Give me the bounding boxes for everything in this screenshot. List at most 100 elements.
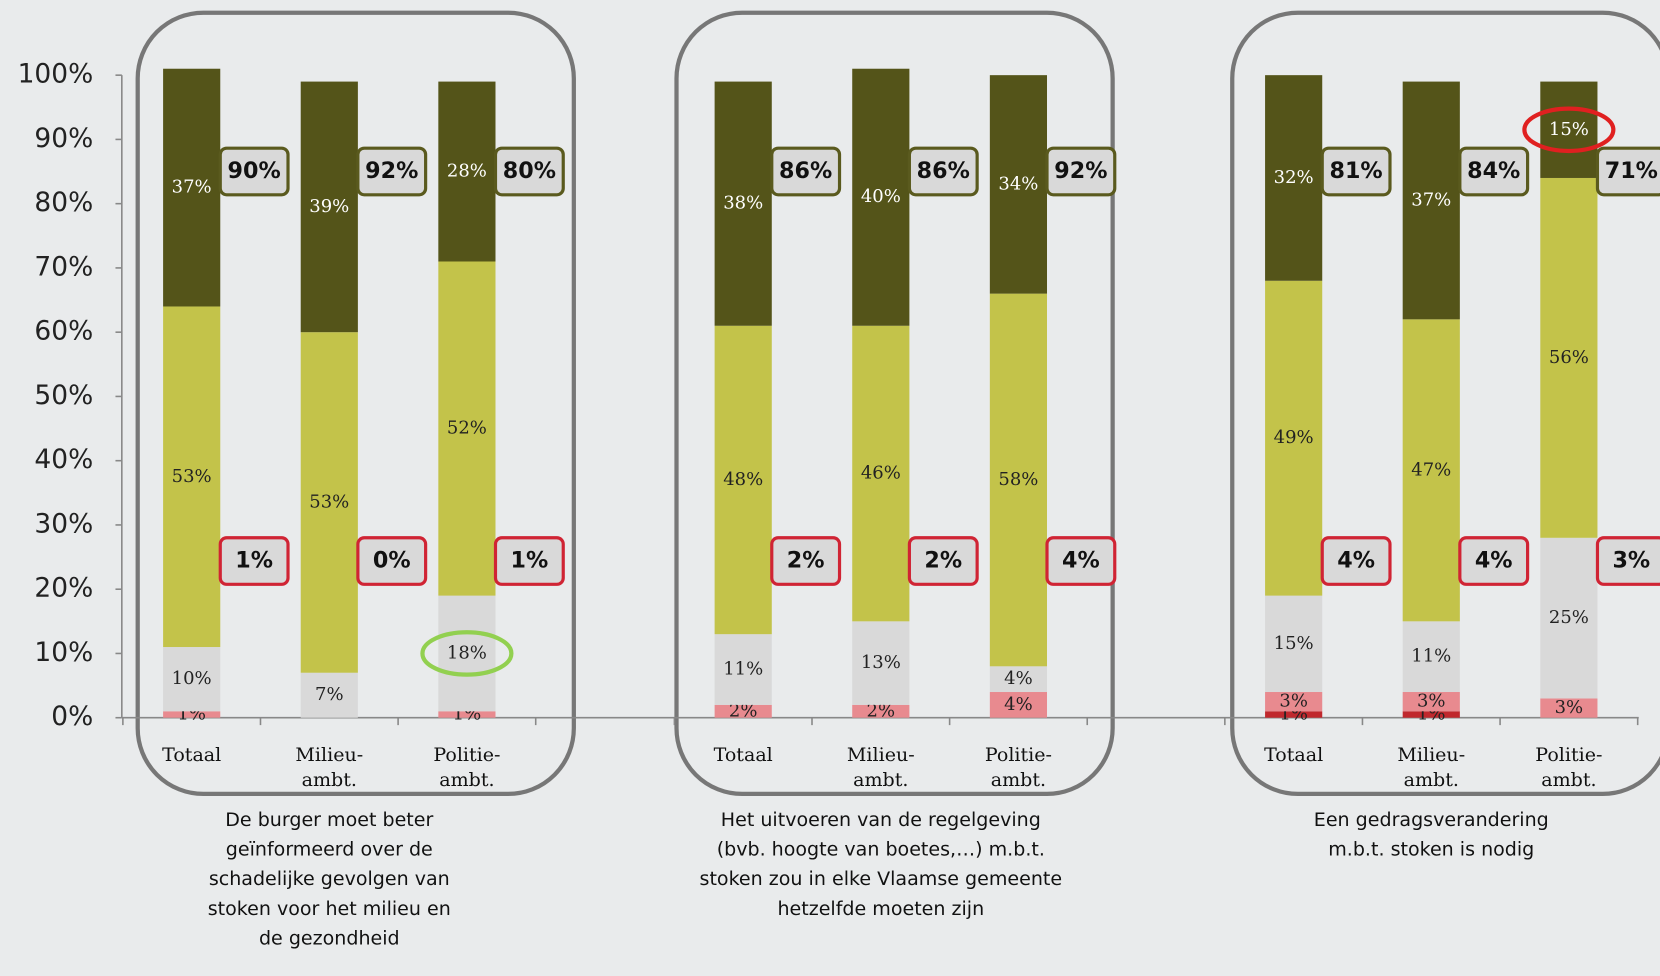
caption: stoken zou in elke Vlaamse gemeente [700, 868, 1063, 890]
summary-label: 2% [924, 548, 962, 574]
y-tick-label: 50% [34, 380, 93, 411]
bar-segment [300, 81, 358, 333]
caption: hetzelfde moeten zijn [777, 898, 984, 920]
summary-box [356, 536, 428, 586]
panel-frame [1230, 10, 1660, 797]
segment-label: 18% [447, 642, 487, 663]
x-tick-label: Politie- [1535, 744, 1602, 766]
segment-label: 3% [1555, 697, 1584, 718]
caption: (bvb. hoogte van boetes,…) m.b.t. [717, 839, 1045, 861]
segment-label: 2% [729, 700, 758, 721]
bar-segment [989, 75, 1048, 294]
bar-segment [438, 261, 496, 596]
segment-label: 38% [723, 193, 763, 214]
summary-box [1045, 146, 1117, 197]
bar-segment [438, 595, 496, 712]
bar-segment [300, 672, 358, 718]
bar-segment [1402, 621, 1460, 693]
caption: schadelijke gevolgen van [209, 868, 450, 890]
summary-label: 3% [1612, 548, 1650, 574]
x-tick-label: ambt. [1541, 769, 1596, 791]
bar-segment [1540, 81, 1598, 178]
segment-label: 46% [861, 463, 901, 484]
y-tick-label: 30% [34, 508, 93, 539]
bar-segment [1265, 280, 1323, 596]
y-tick-label: 70% [34, 251, 93, 282]
summary-label: 92% [1054, 158, 1107, 184]
summary-box [770, 146, 842, 197]
bar-segment [989, 666, 1048, 693]
highlight-circle [1522, 106, 1616, 154]
segment-label: 58% [998, 469, 1038, 490]
bar-segment [1402, 81, 1460, 320]
summary-box [907, 536, 979, 586]
segment-label: 52% [447, 418, 487, 439]
summary-label: 1% [235, 548, 273, 574]
bar-segment [989, 692, 1048, 718]
summary-box [493, 536, 565, 586]
segment-label: 37% [172, 177, 212, 198]
segment-label: 3% [1417, 691, 1446, 712]
summary-label: 2% [787, 548, 825, 574]
caption: stoken voor het milieu en [208, 898, 451, 920]
x-tick-label: ambt. [439, 769, 494, 791]
segment-label: 49% [1274, 427, 1314, 448]
summary-label: 71% [1605, 158, 1658, 184]
y-tick-label: 40% [34, 444, 93, 475]
x-tick-label: Totaal [1264, 744, 1323, 766]
bar-segment [852, 325, 910, 622]
segment-label: 7% [315, 684, 344, 705]
segment-label: 25% [1549, 607, 1589, 628]
segment-label: 53% [309, 491, 349, 512]
bar-segment [852, 68, 910, 326]
x-tick-label: ambt. [1404, 769, 1459, 791]
summary-label: 92% [365, 158, 418, 184]
caption: geïnformeerd over de [226, 839, 433, 861]
summary-label: 4% [1062, 548, 1100, 574]
x-tick-label: ambt. [853, 769, 908, 791]
segment-label: 56% [1549, 347, 1589, 368]
summary-label: 84% [1467, 158, 1520, 184]
segment-label: 13% [861, 652, 901, 673]
caption: Een gedragsverandering [1314, 809, 1549, 831]
summary-label: 90% [228, 158, 281, 184]
segment-label: 4% [1004, 668, 1033, 689]
bar-segment [1265, 595, 1323, 693]
segment-label: 15% [1549, 119, 1589, 140]
y-tick-label: 0% [51, 701, 93, 732]
summary-box [356, 146, 428, 197]
y-tick-label: 20% [34, 573, 93, 604]
bar-segment [163, 68, 221, 307]
segment-label: 11% [1411, 646, 1451, 667]
segment-label: 39% [309, 196, 349, 217]
segment-label: 48% [723, 469, 763, 490]
segment-label: 37% [1411, 189, 1451, 210]
bar-segment [1540, 698, 1598, 718]
highlight-circle [420, 630, 514, 677]
bar-segment [438, 81, 496, 262]
summary-label: 86% [917, 158, 970, 184]
summary-box [1320, 536, 1392, 586]
x-tick-label: Milieu- [295, 744, 363, 766]
bar-segment [852, 704, 910, 718]
segment-label: 53% [172, 466, 212, 487]
segment-label: 2% [867, 700, 896, 721]
summary-label: 4% [1337, 548, 1375, 574]
segment-label: 11% [723, 659, 763, 680]
segment-label: 32% [1274, 167, 1314, 188]
y-tick-label: 80% [34, 187, 93, 218]
x-tick-label: Totaal [162, 744, 221, 766]
bar-segment [163, 306, 221, 648]
caption: De burger moet beter [225, 809, 433, 831]
segment-label: 28% [447, 161, 487, 182]
segment-label: 40% [861, 186, 901, 207]
summary-box [770, 536, 842, 586]
bar-segment [1265, 692, 1323, 712]
bar-segment [1402, 711, 1460, 718]
bar-segment [714, 634, 772, 705]
bar-segment [1265, 75, 1323, 281]
segment-label: 15% [1274, 633, 1314, 654]
x-tick-label: Milieu- [847, 744, 915, 766]
y-tick-label: 10% [34, 637, 93, 668]
